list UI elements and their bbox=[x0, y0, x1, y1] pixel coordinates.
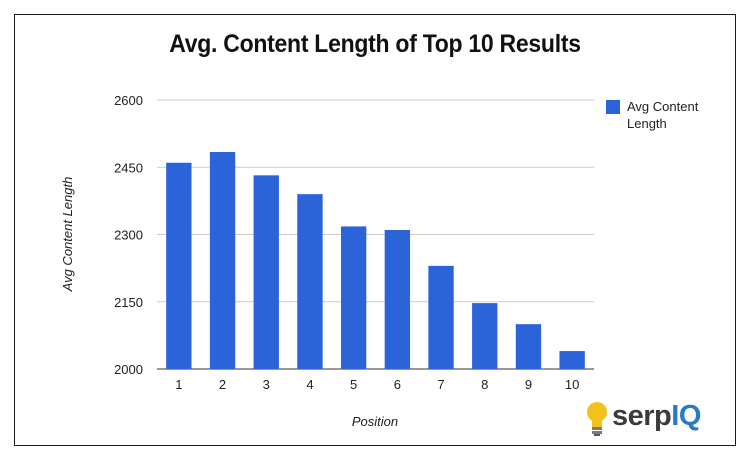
y-tick-label: 2450 bbox=[114, 160, 143, 175]
bar-5 bbox=[340, 226, 367, 369]
bars bbox=[166, 152, 585, 369]
bar-8 bbox=[472, 303, 498, 369]
x-tick-label: 6 bbox=[394, 377, 401, 392]
legend: Avg Content Length bbox=[606, 99, 699, 131]
y-tick-label: 2300 bbox=[114, 228, 143, 243]
y-axis-label: Avg Content Length bbox=[60, 177, 75, 293]
x-tick-label: 9 bbox=[525, 377, 532, 392]
bar-9 bbox=[515, 324, 542, 369]
bar-3 bbox=[253, 175, 279, 369]
bar-6 bbox=[384, 230, 411, 369]
lightbulb-icon bbox=[587, 402, 607, 436]
chart-title: Avg. Content Length of Top 10 Results bbox=[169, 30, 581, 58]
x-tick-label: 4 bbox=[306, 377, 313, 392]
bar-1 bbox=[166, 162, 192, 369]
bar-4 bbox=[297, 194, 323, 369]
x-tick-label: 1 bbox=[175, 377, 182, 392]
x-axis-label: Position bbox=[352, 414, 398, 429]
y-tick-label: 2150 bbox=[114, 295, 143, 310]
x-tick-label: 2 bbox=[219, 377, 226, 392]
y-tick-labels: 2000 2150 2300 2450 2600 bbox=[114, 93, 143, 377]
logo-text: serpIQ bbox=[612, 400, 701, 433]
logo-brand-prefix: serp bbox=[612, 400, 672, 432]
x-tick-label: 3 bbox=[263, 377, 270, 392]
logo-brand-suffix: IQ bbox=[671, 400, 701, 432]
bar-2 bbox=[209, 152, 236, 369]
x-tick-label: 7 bbox=[437, 377, 444, 392]
legend-label: Avg Content Length bbox=[627, 99, 699, 131]
x-tick-labels: 1 2 3 4 5 6 7 8 9 10 bbox=[175, 377, 579, 392]
y-tick-label: 2000 bbox=[114, 362, 143, 377]
y-tick-label: 2600 bbox=[114, 93, 143, 108]
serpiq-logo: serpIQ bbox=[584, 398, 724, 438]
x-tick-label: 8 bbox=[481, 377, 488, 392]
bar-7 bbox=[428, 265, 454, 369]
x-tick-label: 5 bbox=[350, 377, 357, 392]
x-tick-label: 10 bbox=[565, 377, 579, 392]
chart-frame bbox=[14, 14, 736, 446]
bar-10 bbox=[559, 351, 585, 369]
legend-swatch bbox=[606, 100, 620, 114]
